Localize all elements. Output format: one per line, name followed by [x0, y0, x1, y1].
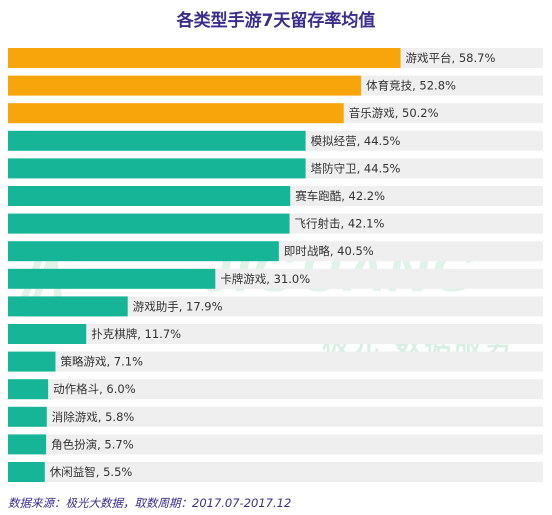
chart-title: 各类型手游7天留存率均值: [176, 11, 376, 31]
bar: [8, 75, 362, 96]
bar: [8, 48, 401, 68]
bar-label: 塔防守卫, 44.5%: [311, 161, 401, 175]
bar: [8, 462, 45, 482]
bar-track: [8, 324, 543, 344]
bar: [8, 213, 290, 234]
bar-label: 策略游戏, 7.1%: [60, 355, 143, 369]
bar-label: 角色扮演, 5.7%: [51, 437, 134, 451]
bar-label: 游戏平台, 58.7%: [406, 51, 496, 65]
bar: [8, 434, 47, 455]
bar: [8, 296, 128, 317]
bar: [8, 103, 344, 124]
bar: [8, 130, 306, 151]
bar-track: [8, 351, 543, 372]
bar-label: 动作格斗, 6.0%: [53, 382, 136, 396]
data-source-note: 数据来源：极光大数据，取数周期：2017.07-2017.12: [8, 496, 292, 510]
bar-track: [8, 379, 543, 400]
bar-track: [8, 462, 543, 482]
bar-track: [8, 406, 543, 427]
bar: [8, 268, 216, 289]
bar-label: 赛车跑酷, 42.2%: [295, 189, 385, 203]
bar-label: 消除游戏, 5.8%: [52, 410, 135, 424]
bar-label: 模拟经营, 44.5%: [311, 134, 401, 148]
bar-label: 音乐游戏, 50.2%: [349, 106, 439, 120]
bar-label: 即时战略, 40.5%: [284, 244, 374, 258]
bar-label: 游戏助手, 17.9%: [133, 299, 223, 313]
bar: [8, 351, 56, 372]
bar-label: 休闲益智, 5.5%: [50, 465, 133, 479]
bar-track: [8, 296, 543, 317]
bar-chart: 游戏平台, 58.7% 体育竞技, 52.8% 音乐游戏, 50.2% 模拟经营, 4…: [8, 48, 543, 482]
bar: [8, 158, 306, 179]
bar-label: 扑克棋牌, 11.7%: [91, 327, 181, 341]
bar: [8, 241, 279, 262]
bar-label: 卡牌游戏, 31.0%: [220, 272, 310, 286]
bar: [8, 324, 87, 344]
bar-track: [8, 434, 543, 455]
bar: [8, 379, 49, 400]
bar-label: 飞行射击, 42.1%: [295, 217, 385, 231]
bar: [8, 406, 47, 427]
bar: [8, 186, 291, 206]
bar-label: 体育竞技, 52.8%: [366, 79, 456, 93]
